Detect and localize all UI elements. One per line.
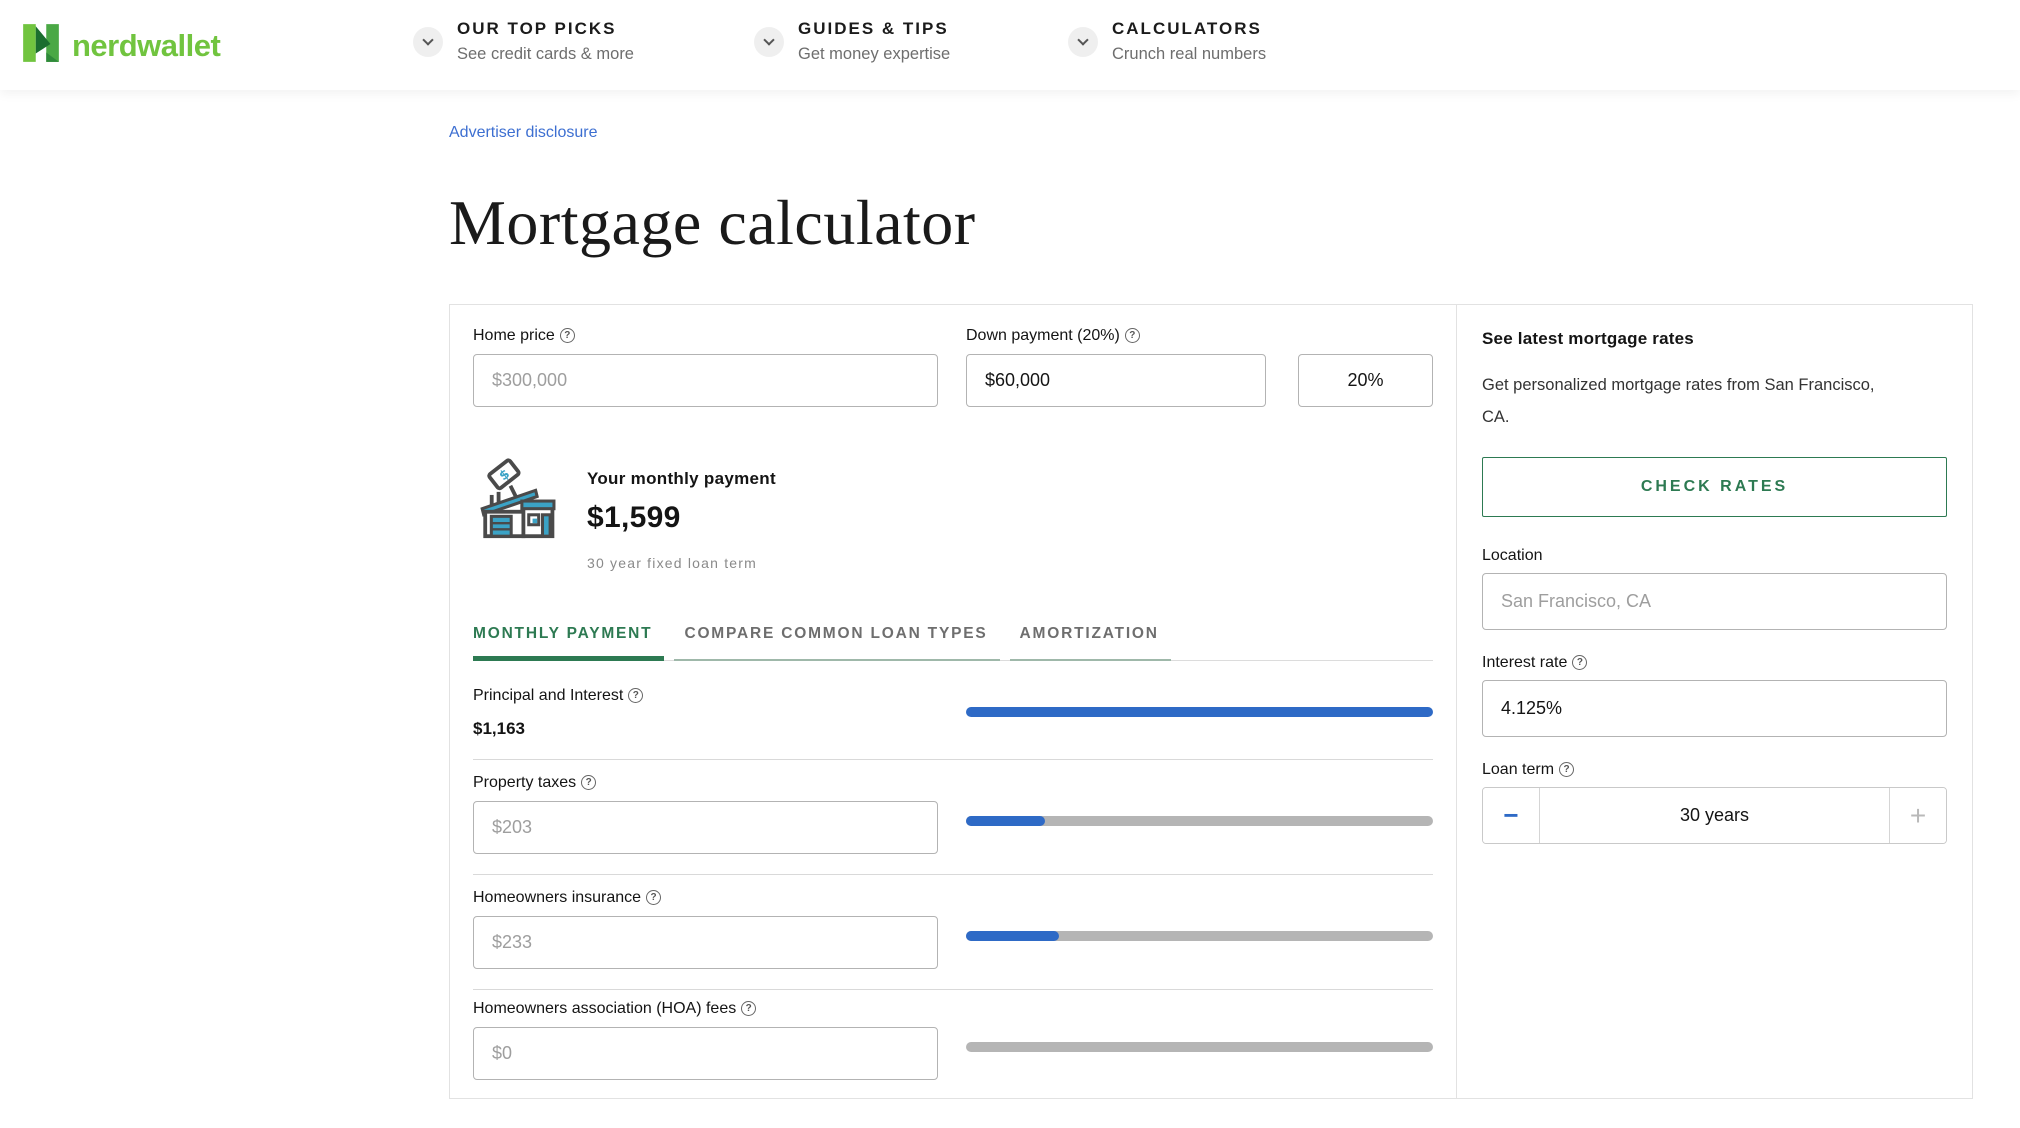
nerdwallet-wordmark: nerdwallet — [72, 27, 221, 63]
hoa-fees-input[interactable] — [473, 1027, 938, 1080]
monthly-payment-heading: Your monthly payment — [587, 469, 776, 488]
property-taxes-label: Property taxes? — [473, 774, 938, 792]
hoa-fees-row: Homeowners association (HOA) fees? — [473, 990, 1433, 1088]
nav-title: GUIDES & TIPS — [798, 19, 949, 38]
help-icon[interactable]: ? — [559, 328, 575, 343]
minus-icon[interactable]: − — [1483, 788, 1540, 843]
help-icon[interactable]: ? — [628, 688, 644, 703]
nav-subtitle: See credit cards & more — [457, 45, 634, 63]
home-price-label: Home price? — [473, 327, 938, 345]
principal-interest-value: $1,163 — [473, 719, 525, 738]
interest-rate-input[interactable] — [1482, 680, 1947, 737]
mortgage-rates-sidebar: See latest mortgage rates Get personaliz… — [1456, 305, 1972, 1098]
down-payment-percent-input[interactable] — [1298, 354, 1433, 407]
nav-subtitle: Crunch real numbers — [1112, 45, 1267, 63]
help-icon[interactable]: ? — [1124, 328, 1140, 343]
home-price-input[interactable] — [473, 354, 938, 407]
plus-icon[interactable]: + — [1889, 788, 1946, 843]
house-payment-icon: $ — [473, 457, 557, 571]
principal-interest-row: Principal and Interest? $1,163 — [473, 661, 1433, 760]
loan-term-label: Loan term? — [1482, 761, 1947, 779]
nav-guides-tips[interactable]: GUIDES & TIPS Get money expertise — [754, 16, 950, 64]
calculator-main-panel: Home price? Down payment (20%)? — [450, 305, 1456, 1098]
page-title: Mortgage calculator — [449, 187, 976, 258]
nav-our-top-picks[interactable]: OUR TOP PICKS See credit cards & more — [413, 16, 634, 64]
hoa-fees-bar — [966, 1042, 1433, 1052]
tab-compare-loan-types[interactable]: COMPARE COMMON LOAN TYPES — [674, 625, 1000, 661]
nerdwallet-logo[interactable]: nerdwallet — [20, 22, 221, 69]
property-taxes-bar — [966, 816, 1433, 826]
help-icon[interactable]: ? — [1572, 655, 1588, 670]
help-icon[interactable]: ? — [581, 775, 597, 790]
down-payment-amount-input[interactable] — [966, 354, 1266, 407]
sidebar-heading: See latest mortgage rates — [1482, 329, 1694, 348]
nav-title: CALCULATORS — [1112, 19, 1262, 38]
homeowners-insurance-bar — [966, 931, 1433, 941]
principal-interest-label: Principal and Interest? — [473, 687, 938, 705]
help-icon[interactable]: ? — [646, 890, 662, 905]
nav-subtitle: Get money expertise — [798, 45, 951, 63]
interest-rate-label: Interest rate? — [1482, 654, 1947, 672]
nav-title: OUR TOP PICKS — [457, 19, 617, 38]
hoa-fees-label: Homeowners association (HOA) fees? — [473, 1000, 938, 1018]
tab-monthly-payment[interactable]: MONTHLY PAYMENT — [473, 625, 665, 661]
property-taxes-input[interactable] — [473, 801, 938, 854]
location-label: Location — [1482, 547, 1543, 564]
site-header: nerdwallet OUR TOP PICKS See credit card… — [0, 0, 2020, 90]
mortgage-calculator-card: Home price? Down payment (20%)? — [449, 304, 1973, 1099]
chevron-down-icon[interactable] — [413, 27, 443, 57]
location-input[interactable] — [1482, 573, 1947, 630]
advertiser-disclosure-link[interactable]: Advertiser disclosure — [449, 124, 598, 141]
homeowners-insurance-label: Homeowners insurance? — [473, 889, 938, 907]
chevron-down-icon[interactable] — [754, 27, 784, 57]
loan-term-note: 30 year fixed loan term — [587, 555, 758, 571]
nerdwallet-logo-icon — [20, 22, 62, 69]
tab-amortization[interactable]: AMORTIZATION — [1009, 625, 1171, 661]
loan-term-stepper: − 30 years + — [1482, 787, 1947, 844]
sidebar-description: Get personalized mortgage rates from San… — [1482, 376, 1875, 426]
principal-interest-bar — [966, 707, 1433, 717]
chevron-down-icon[interactable] — [1068, 27, 1098, 57]
check-rates-button[interactable]: CHECK RATES — [1482, 457, 1947, 517]
help-icon[interactable]: ? — [741, 1001, 757, 1016]
down-payment-label: Down payment (20%)? — [966, 327, 1433, 345]
nav-calculators[interactable]: CALCULATORS Crunch real numbers — [1068, 16, 1266, 64]
property-taxes-row: Property taxes? — [473, 760, 1433, 875]
breakdown-tabs: MONTHLY PAYMENT COMPARE COMMON LOAN TYPE… — [473, 625, 1433, 661]
monthly-payment-amount: $1,599 — [587, 501, 681, 534]
loan-term-value: 30 years — [1679, 805, 1750, 825]
help-icon[interactable]: ? — [1559, 762, 1575, 777]
homeowners-insurance-input[interactable] — [473, 916, 938, 969]
homeowners-insurance-row: Homeowners insurance? — [473, 875, 1433, 990]
